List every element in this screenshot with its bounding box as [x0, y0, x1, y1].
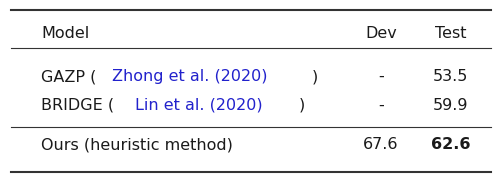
- Text: Zhong et al. (2020): Zhong et al. (2020): [112, 69, 268, 84]
- Text: 53.5: 53.5: [432, 69, 467, 84]
- Text: Lin et al. (2020): Lin et al. (2020): [135, 98, 262, 113]
- Text: BRIDGE (: BRIDGE (: [41, 98, 114, 113]
- Text: Dev: Dev: [364, 26, 396, 41]
- Text: Ours (heuristic method): Ours (heuristic method): [41, 137, 233, 152]
- Text: 67.6: 67.6: [362, 137, 398, 152]
- Text: ): ): [298, 98, 305, 113]
- Text: 62.6: 62.6: [430, 137, 469, 152]
- Text: -: -: [377, 98, 383, 113]
- Text: 59.9: 59.9: [432, 98, 467, 113]
- Text: ): ): [311, 69, 318, 84]
- Text: Model: Model: [41, 26, 89, 41]
- Text: GAZP (: GAZP (: [41, 69, 97, 84]
- Text: Test: Test: [434, 26, 465, 41]
- Text: -: -: [377, 69, 383, 84]
